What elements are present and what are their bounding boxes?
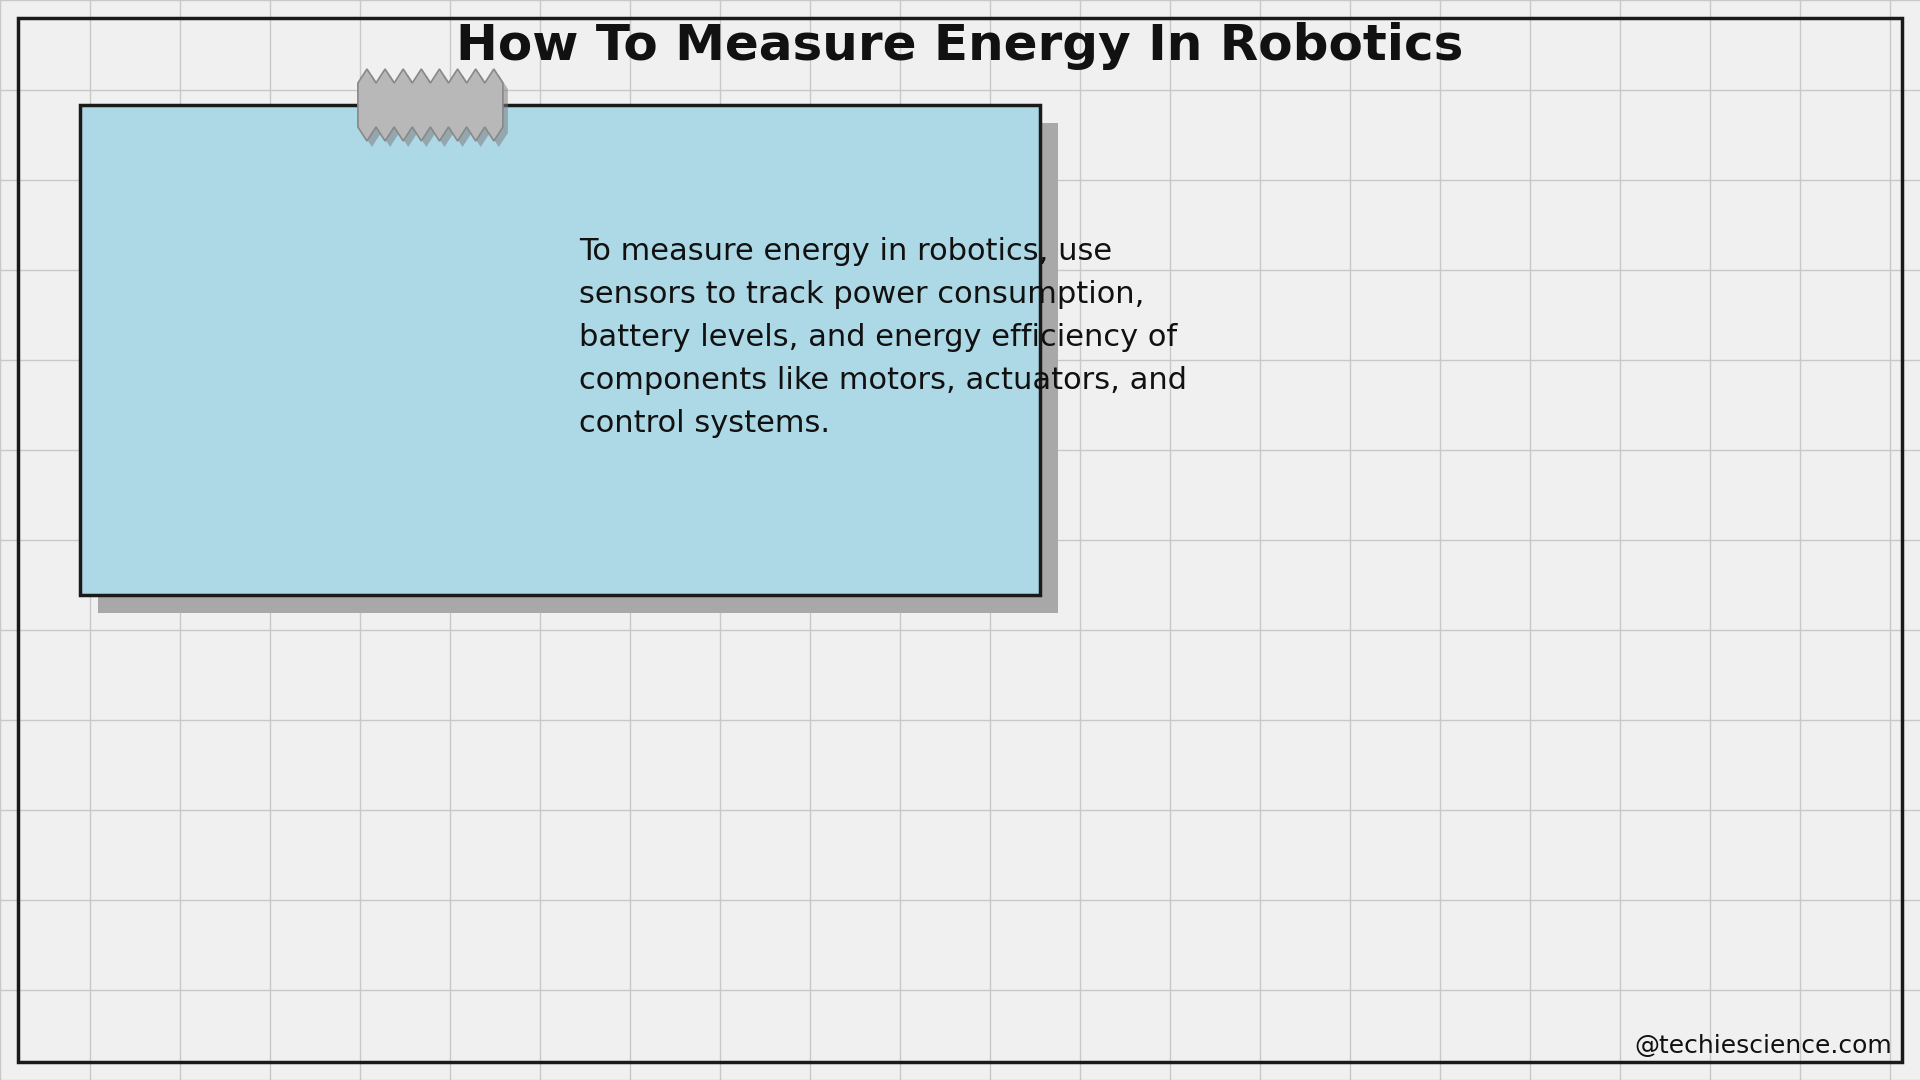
Polygon shape — [357, 69, 503, 141]
Text: How To Measure Energy In Robotics: How To Measure Energy In Robotics — [457, 22, 1463, 70]
Text: To measure energy in robotics, use
sensors to track power consumption,
battery l: To measure energy in robotics, use senso… — [580, 238, 1187, 437]
Bar — [98, 123, 1058, 613]
Bar — [81, 105, 1041, 595]
Polygon shape — [363, 75, 509, 147]
Text: @techiescience.com: @techiescience.com — [1634, 1034, 1891, 1058]
